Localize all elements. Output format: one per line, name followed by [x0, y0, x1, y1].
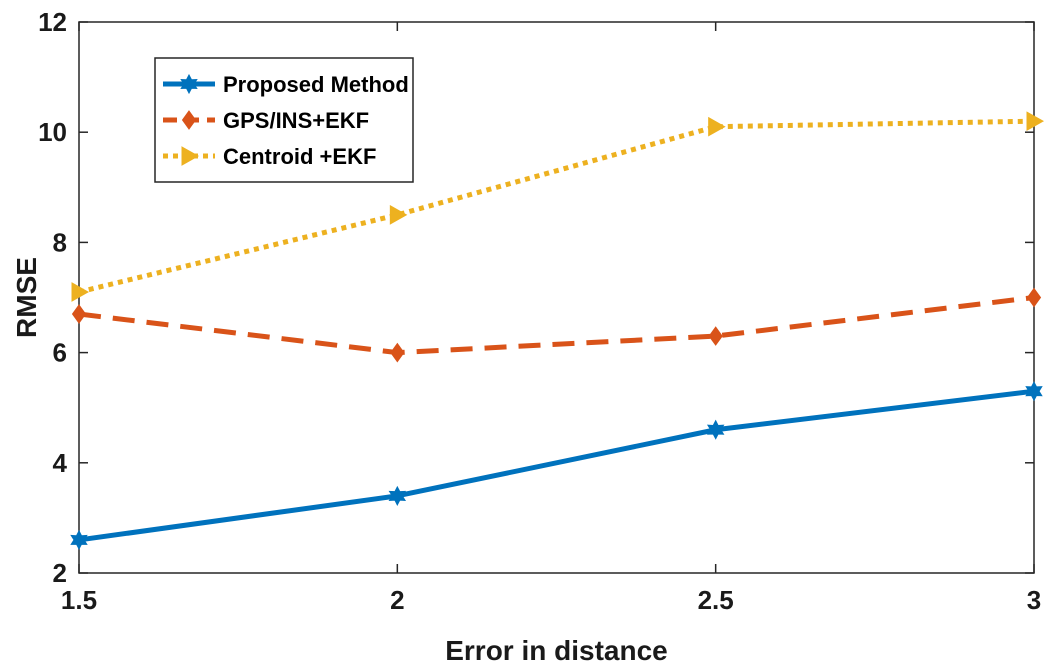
data-point [70, 529, 88, 550]
legend-marker [180, 73, 198, 95]
legend-item: Centroid +EKF [163, 144, 376, 169]
y-tick-label: 10 [38, 117, 67, 147]
y-tick-label: 4 [53, 448, 68, 478]
legend-marker [181, 110, 197, 130]
y-axis-title: RMSE [11, 257, 42, 338]
x-axis: 1.5 2 2.5 3 [61, 22, 1041, 615]
data-point [389, 204, 408, 225]
data-point [1026, 111, 1045, 132]
legend-label: GPS/INS+EKF [223, 108, 369, 133]
data-point [71, 282, 90, 302]
data-point [1026, 287, 1042, 308]
data-point [390, 342, 405, 363]
data-point [708, 326, 723, 346]
y-tick-label: 2 [53, 558, 67, 588]
x-tick-label: 1.5 [61, 585, 97, 615]
y-tick-label: 12 [38, 7, 67, 37]
y-axis: 2 4 6 8 10 12 [38, 7, 1034, 588]
data-point [388, 485, 407, 506]
y-tick-label: 6 [53, 338, 67, 368]
series-layer [70, 111, 1045, 550]
series-2 [71, 111, 1045, 302]
legend-marker [181, 146, 200, 166]
series-line [78, 118, 1035, 295]
series-0 [70, 381, 1043, 550]
legend-label: Centroid +EKF [223, 144, 376, 169]
data-point [1025, 381, 1043, 402]
x-tick-label: 2.5 [698, 585, 734, 615]
series-line [78, 295, 1035, 356]
data-point [708, 116, 726, 137]
x-tick-label: 2 [390, 585, 404, 615]
legend-label: Proposed Method [223, 72, 409, 97]
legend-item: GPS/INS+EKF [163, 108, 369, 133]
series-1 [71, 287, 1042, 363]
series-line [78, 388, 1035, 543]
y-tick-label: 8 [53, 227, 67, 257]
x-axis-title: Error in distance [445, 635, 668, 666]
legend-item: Proposed Method [163, 72, 409, 97]
data-point [706, 419, 725, 440]
legend: Proposed Method GPS/INS+EKF Centroid +EKF [154, 57, 414, 183]
x-tick-label: 3 [1027, 585, 1041, 615]
data-point [71, 304, 87, 324]
